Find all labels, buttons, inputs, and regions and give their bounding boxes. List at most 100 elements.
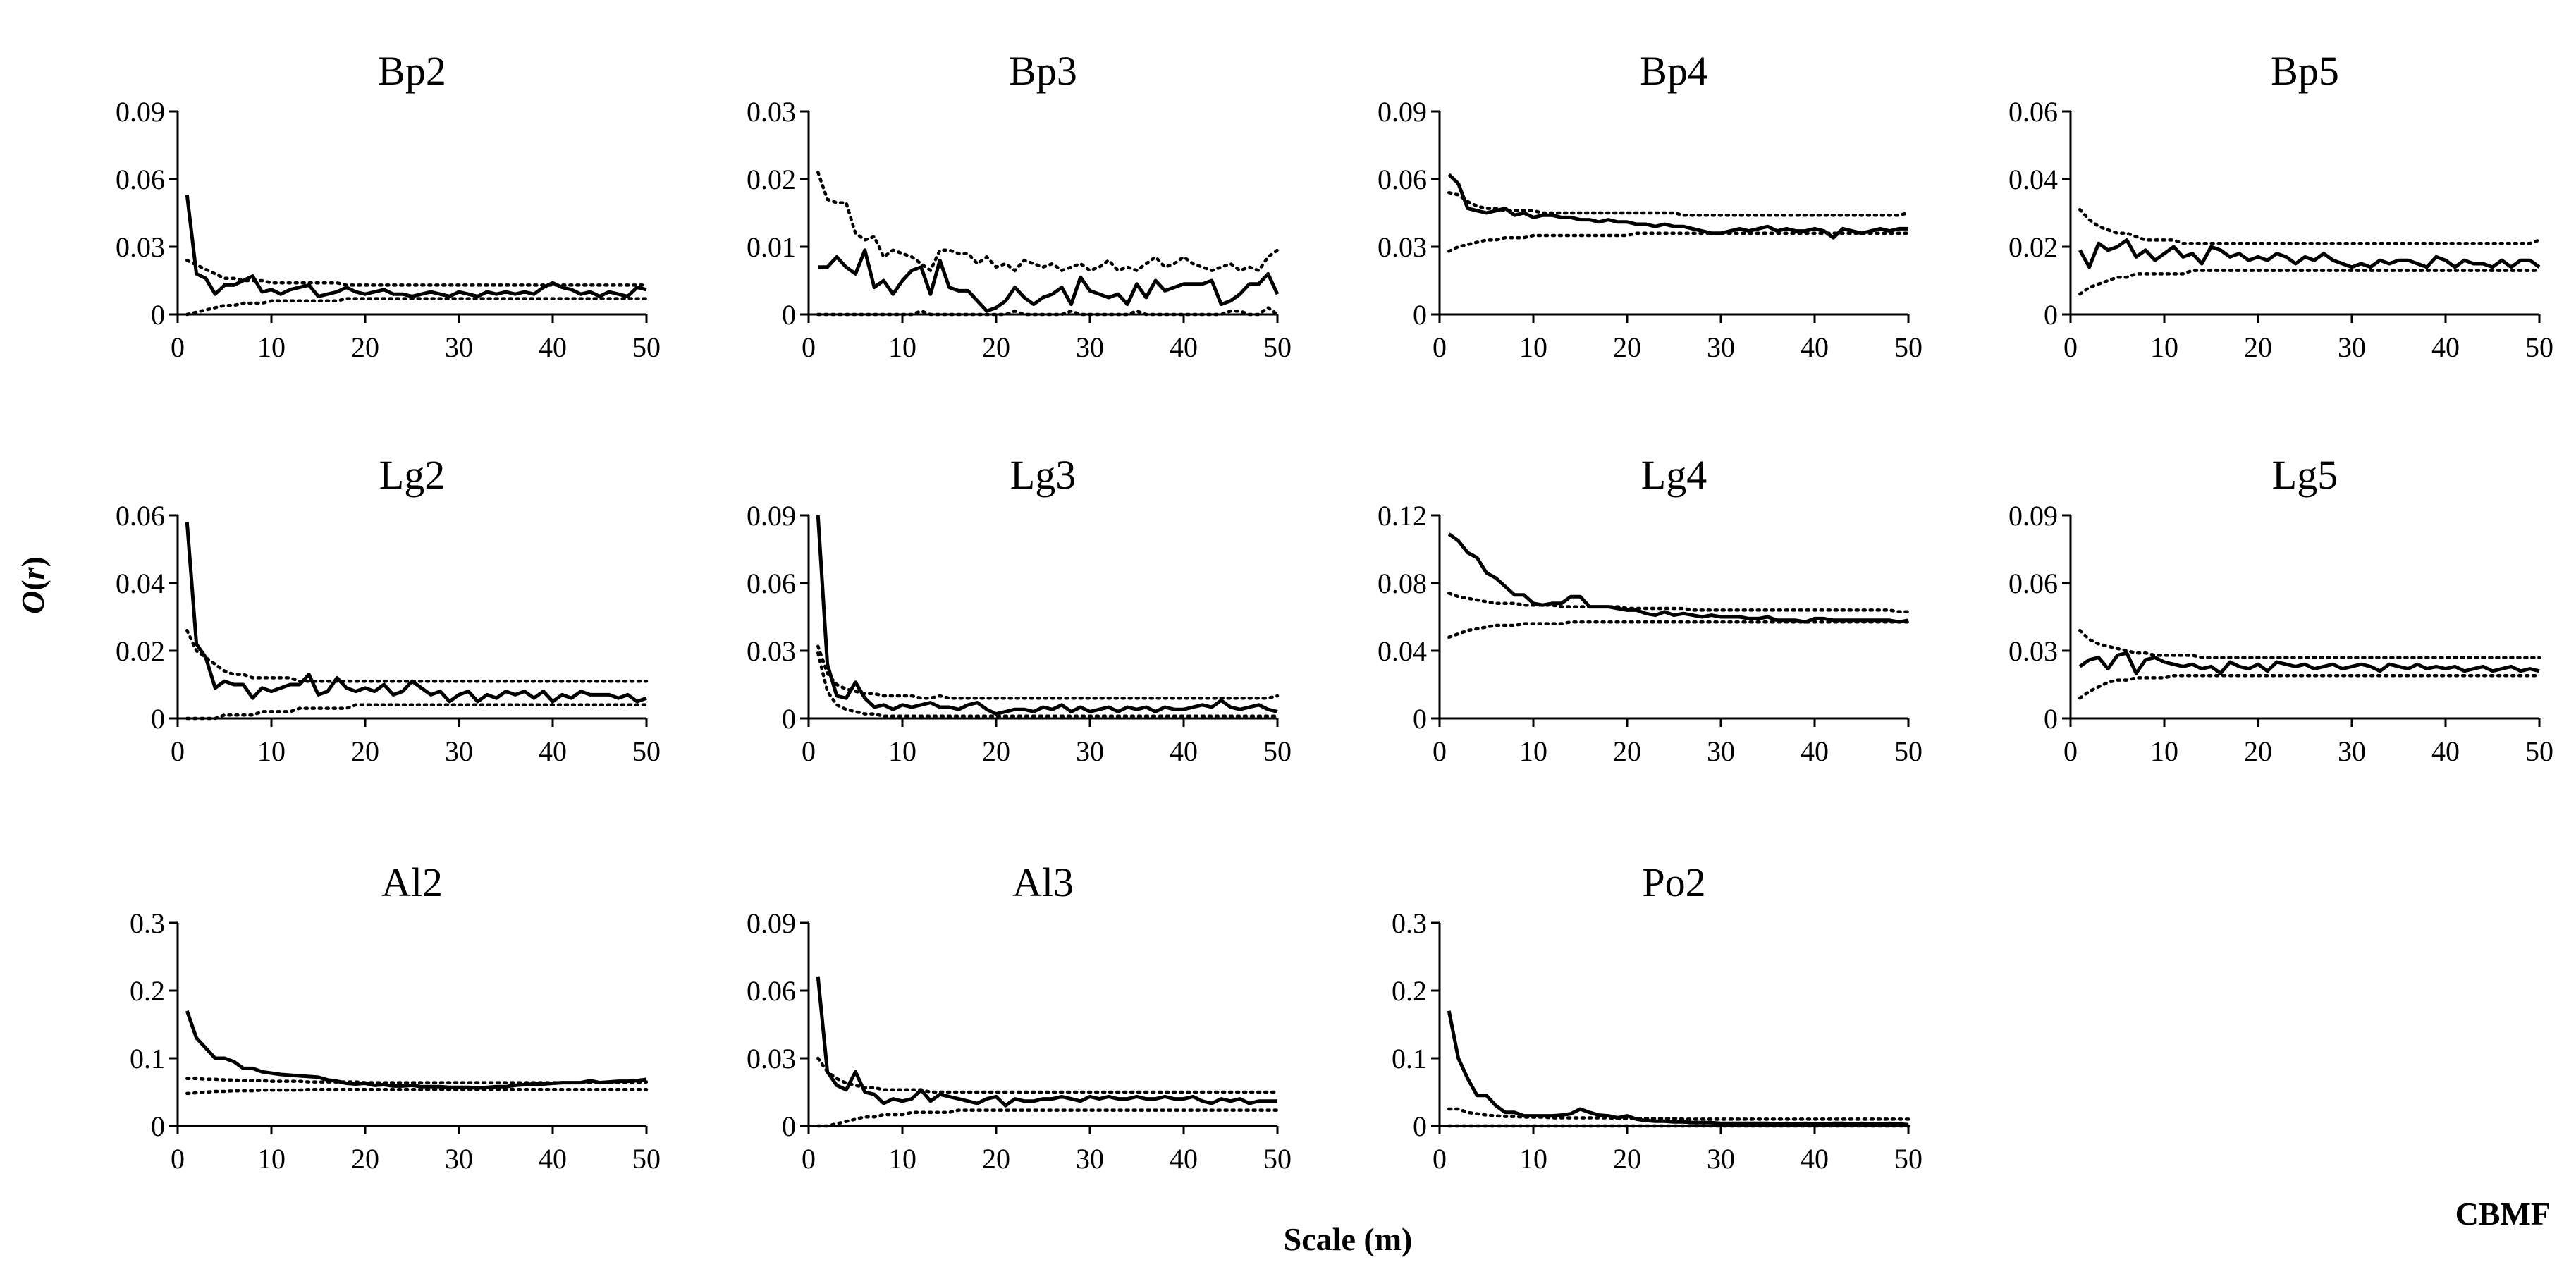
y-tick-label: 0.02 (747, 164, 796, 195)
y-tick-label: 0.03 (747, 96, 796, 128)
observed-line-bp3 (818, 248, 1280, 313)
y-tick-label: 0.06 (116, 164, 165, 195)
x-tick-label: 40 (1170, 331, 1198, 363)
observed-line-bp5 (2078, 238, 2541, 269)
y-tick-label: 0.04 (2008, 164, 2058, 195)
x-tick-label: 0 (1433, 1143, 1447, 1175)
observed-line-lg5 (2078, 651, 2540, 675)
panel-title-lg2: Lg2 (379, 452, 445, 498)
x-tick-label: 20 (1613, 1143, 1641, 1175)
lower-envelope-line-al2 (185, 1087, 649, 1096)
x-tick-label: 10 (257, 1143, 286, 1175)
x-tick-label: 20 (351, 735, 379, 767)
panel-title-bp2: Bp2 (378, 48, 446, 94)
x-tick-label: 0 (2063, 735, 2078, 767)
x-tick-label: 0 (802, 331, 816, 363)
y-tick-label: 0.03 (1378, 231, 1427, 263)
panel-bp3: Bp3 0 0.01 0.02 0.03 0 10 20 30 40 50 (747, 48, 1292, 363)
x-tick-label: 20 (1613, 331, 1641, 363)
y-tick-label: 0.01 (747, 231, 796, 263)
panel-title-lg5: Lg5 (2272, 452, 2338, 498)
panel-title-al2: Al2 (381, 859, 443, 905)
x-tick-label: 20 (351, 331, 379, 363)
x-tick-label: 0 (1433, 735, 1447, 767)
y-tick-label: 0.08 (1378, 568, 1427, 599)
x-tick-label: 20 (982, 735, 1010, 767)
observed-line-bp4 (1447, 173, 1908, 240)
figure-y-axis-label: O(r) (15, 556, 51, 614)
x-tick-label: 40 (539, 735, 567, 767)
x-tick-label: 20 (2244, 735, 2272, 767)
observed-line-po2 (1447, 1010, 1909, 1127)
y-tick-label: 0 (2044, 703, 2058, 735)
x-tick-label: 30 (1076, 1143, 1104, 1175)
x-tick-label: 40 (1170, 1143, 1198, 1175)
x-tick-label: 30 (1707, 1143, 1735, 1175)
y-tick-label: 0.06 (2008, 568, 2058, 599)
lower-envelope-line-bp3 (816, 305, 1280, 317)
y-tick-label: 0.04 (116, 568, 165, 599)
upper-envelope-line-bp2 (185, 258, 649, 287)
x-tick-label: 10 (2150, 735, 2178, 767)
x-tick-label: 0 (171, 1143, 185, 1175)
y-tick-label: 0.06 (747, 568, 796, 599)
y-tick-label: 0.09 (747, 500, 796, 532)
upper-envelope-line-bp5 (2078, 207, 2541, 245)
y-tick-label: 0.2 (1392, 975, 1427, 1007)
y-tick-label: 0 (151, 703, 165, 735)
x-tick-label: 20 (982, 1143, 1010, 1175)
x-tick-label: 10 (257, 735, 286, 767)
y-tick-label: 0 (1413, 299, 1427, 331)
observed-line-al2 (185, 1010, 647, 1090)
lower-envelope-line-lg3 (816, 651, 1280, 718)
x-tick-label: 20 (2244, 331, 2272, 363)
lower-envelope-line-bp5 (2078, 269, 2541, 296)
x-tick-label: 10 (1519, 331, 1547, 363)
x-tick-label: 40 (2431, 331, 2460, 363)
x-tick-label: 0 (171, 331, 185, 363)
x-tick-label: 20 (351, 1143, 379, 1175)
upper-envelope-line-lg4 (1447, 592, 1910, 614)
x-tick-label: 50 (1894, 735, 1922, 767)
observed-line-lg2 (185, 522, 647, 704)
panel-title-po2: Po2 (1642, 859, 1705, 905)
panel-lg4: Lg4 0 0.04 0.08 0.12 0 10 20 30 40 50 (1378, 452, 1922, 767)
y-tick-label: 0.09 (2008, 500, 2058, 532)
upper-envelope-line-lg2 (185, 628, 649, 683)
x-tick-label: 20 (982, 331, 1010, 363)
x-tick-label: 50 (1894, 331, 1922, 363)
x-tick-label: 40 (539, 1143, 567, 1175)
y-tick-label: 0.06 (1378, 164, 1427, 195)
panel-title-al3: Al3 (1012, 859, 1074, 905)
lower-envelope-line-lg2 (185, 703, 649, 721)
panel-title-bp5: Bp5 (2271, 48, 2339, 94)
observed-line-lg4 (1447, 532, 1909, 624)
observed-line-al3 (816, 976, 1277, 1108)
y-tick-label: 0.3 (1392, 907, 1427, 939)
x-tick-label: 50 (632, 1143, 661, 1175)
panel-title-lg3: Lg3 (1010, 452, 1076, 498)
figure-x-axis-label: Scale (m) (1284, 1221, 1413, 1257)
x-tick-label: 50 (2525, 331, 2553, 363)
y-tick-label: 0.03 (2008, 635, 2058, 667)
x-tick-label: 10 (888, 331, 916, 363)
x-tick-label: 50 (1894, 1143, 1922, 1175)
x-tick-label: 0 (2063, 331, 2078, 363)
y-tick-label: 0.1 (130, 1043, 165, 1074)
x-tick-label: 10 (1519, 735, 1547, 767)
upper-envelope-line-al3 (816, 1056, 1280, 1094)
upper-envelope-line-lg3 (816, 644, 1280, 700)
x-tick-label: 10 (1519, 1143, 1547, 1175)
x-tick-label: 30 (2338, 331, 2366, 363)
observed-line-lg3 (816, 515, 1278, 716)
y-tick-label: 0 (151, 299, 165, 331)
x-tick-label: 40 (1801, 331, 1829, 363)
y-tick-label: 0 (1413, 703, 1427, 735)
x-tick-label: 40 (2431, 735, 2460, 767)
y-tick-label: 0.03 (116, 231, 165, 263)
lower-envelope-line-bp4 (1447, 231, 1910, 253)
x-tick-label: 0 (802, 735, 816, 767)
panel-title-bp4: Bp4 (1640, 48, 1708, 94)
x-tick-label: 10 (2150, 331, 2178, 363)
